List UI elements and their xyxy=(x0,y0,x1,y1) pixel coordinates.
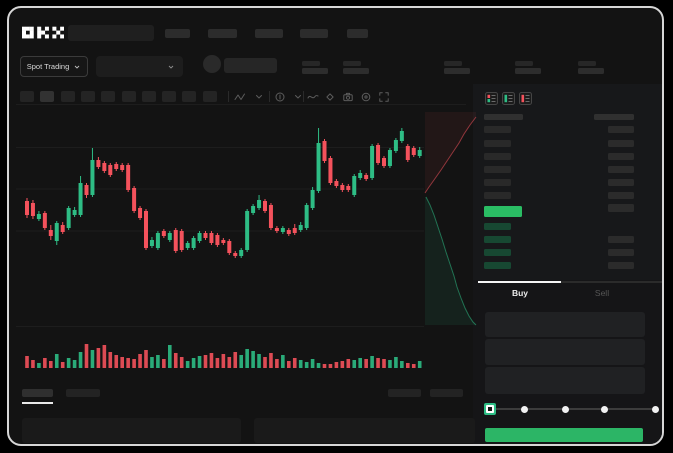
fullscreen-icon[interactable] xyxy=(378,90,390,102)
pair-selector-dropdown[interactable] xyxy=(96,56,183,77)
timeframe-button[interactable] xyxy=(40,91,55,102)
book-split-icon[interactable] xyxy=(485,92,498,105)
ask-price-placeholder xyxy=(484,126,511,133)
coin-avatar xyxy=(203,55,221,73)
stat-label-placeholder xyxy=(578,61,596,66)
stat-value-placeholder xyxy=(343,68,369,74)
book-asks-icon[interactable] xyxy=(519,92,532,105)
chevron-down-icon[interactable] xyxy=(292,90,304,102)
stat-value-placeholder xyxy=(578,68,604,74)
stat-value-placeholder xyxy=(515,68,541,74)
bottom-tab-history[interactable] xyxy=(66,389,100,397)
settings-icon[interactable] xyxy=(360,90,372,102)
slider-stop-dot[interactable] xyxy=(520,406,528,413)
ask-price-placeholder xyxy=(484,140,511,147)
divider xyxy=(228,91,229,102)
buy-button[interactable] xyxy=(485,428,643,442)
book-col-header-amount xyxy=(594,114,634,120)
nav-item-placeholder[interactable] xyxy=(255,29,283,38)
timeframe-button[interactable] xyxy=(202,91,217,102)
amount-slider-track[interactable] xyxy=(492,408,658,410)
active-bottom-tab-indicator xyxy=(22,402,53,404)
active-tab-indicator xyxy=(478,281,561,283)
stat-value-placeholder xyxy=(302,68,328,74)
bid-price-placeholder xyxy=(484,249,511,256)
ask-price-placeholder xyxy=(484,153,511,160)
chevron-down-icon xyxy=(168,65,174,69)
bid-amount-placeholder xyxy=(608,262,634,269)
stat-label-placeholder xyxy=(444,61,462,66)
bottom-table-row-placeholder xyxy=(22,418,241,443)
bottom-tab-open-orders[interactable] xyxy=(22,389,53,397)
ask-amount-placeholder xyxy=(608,153,634,160)
candle-style-icon[interactable] xyxy=(234,90,246,102)
line-tool-icon[interactable] xyxy=(307,90,319,102)
book-col-header-price xyxy=(484,114,523,120)
slider-stop-dot[interactable] xyxy=(561,406,569,413)
ask-amount-placeholder xyxy=(608,166,634,173)
app-window: Spot Trading xyxy=(7,6,664,446)
stat-label-placeholder xyxy=(302,61,320,66)
slider-stop-dot[interactable] xyxy=(600,406,608,413)
tab-sell[interactable]: Sell xyxy=(594,288,610,298)
timeframe-button[interactable] xyxy=(60,91,75,102)
divider xyxy=(16,104,466,105)
nav-item-placeholder[interactable] xyxy=(300,29,328,38)
chevron-down-icon xyxy=(74,65,80,69)
okx-logo xyxy=(22,26,64,39)
ask-price-placeholder xyxy=(484,166,511,173)
stat-label-placeholder xyxy=(343,61,361,66)
timeframe-button[interactable] xyxy=(182,91,197,102)
last-price-highlight xyxy=(484,206,522,217)
bottom-action-placeholder[interactable] xyxy=(430,389,463,397)
divider xyxy=(269,91,270,102)
indicators-icon[interactable] xyxy=(274,90,286,102)
stat-value-placeholder xyxy=(444,68,470,74)
draw-tool-icon[interactable] xyxy=(324,90,336,102)
nav-item-placeholder[interactable] xyxy=(165,29,190,38)
bottom-action-placeholder[interactable] xyxy=(388,389,421,397)
search-input[interactable] xyxy=(68,25,154,41)
timeframe-button[interactable] xyxy=(80,91,95,102)
price-row-amount-placeholder xyxy=(608,204,634,212)
ask-price-placeholder xyxy=(484,179,511,186)
nav-item-placeholder[interactable] xyxy=(208,29,237,38)
amount-slider-handle[interactable] xyxy=(484,403,496,415)
bid-price-placeholder xyxy=(484,236,511,243)
nav-item-placeholder[interactable] xyxy=(347,29,368,38)
timeframe-button[interactable] xyxy=(20,91,34,102)
bottom-table-row-placeholder xyxy=(254,418,475,443)
market-type-label: Spot Trading xyxy=(26,62,70,71)
book-bids-icon[interactable] xyxy=(502,92,515,105)
order-input-field[interactable] xyxy=(485,367,645,394)
timeframe-button[interactable] xyxy=(121,91,136,102)
last-price-placeholder xyxy=(224,58,277,73)
bid-price-placeholder xyxy=(484,262,511,269)
timeframe-button[interactable] xyxy=(101,91,116,102)
camera-icon[interactable] xyxy=(342,90,354,102)
market-type-dropdown[interactable]: Spot Trading xyxy=(20,56,88,77)
order-input-field[interactable] xyxy=(485,339,645,365)
ask-price-placeholder xyxy=(484,192,511,199)
order-input-field[interactable] xyxy=(485,312,645,337)
ask-amount-placeholder xyxy=(608,126,634,133)
tab-buy[interactable]: Buy xyxy=(511,288,529,298)
ask-amount-placeholder xyxy=(608,179,634,186)
bid-amount-placeholder xyxy=(608,249,634,256)
timeframe-button[interactable] xyxy=(141,91,156,102)
chevron-down-icon[interactable] xyxy=(253,90,265,102)
divider xyxy=(303,91,304,102)
tab-track xyxy=(478,281,662,283)
bid-price-placeholder xyxy=(484,223,511,230)
slider-stop-dot[interactable] xyxy=(651,406,659,413)
bid-amount-placeholder xyxy=(608,236,634,243)
ask-amount-placeholder xyxy=(608,140,634,147)
stat-label-placeholder xyxy=(515,61,533,66)
ask-amount-placeholder xyxy=(608,192,634,199)
timeframe-button[interactable] xyxy=(162,91,177,102)
